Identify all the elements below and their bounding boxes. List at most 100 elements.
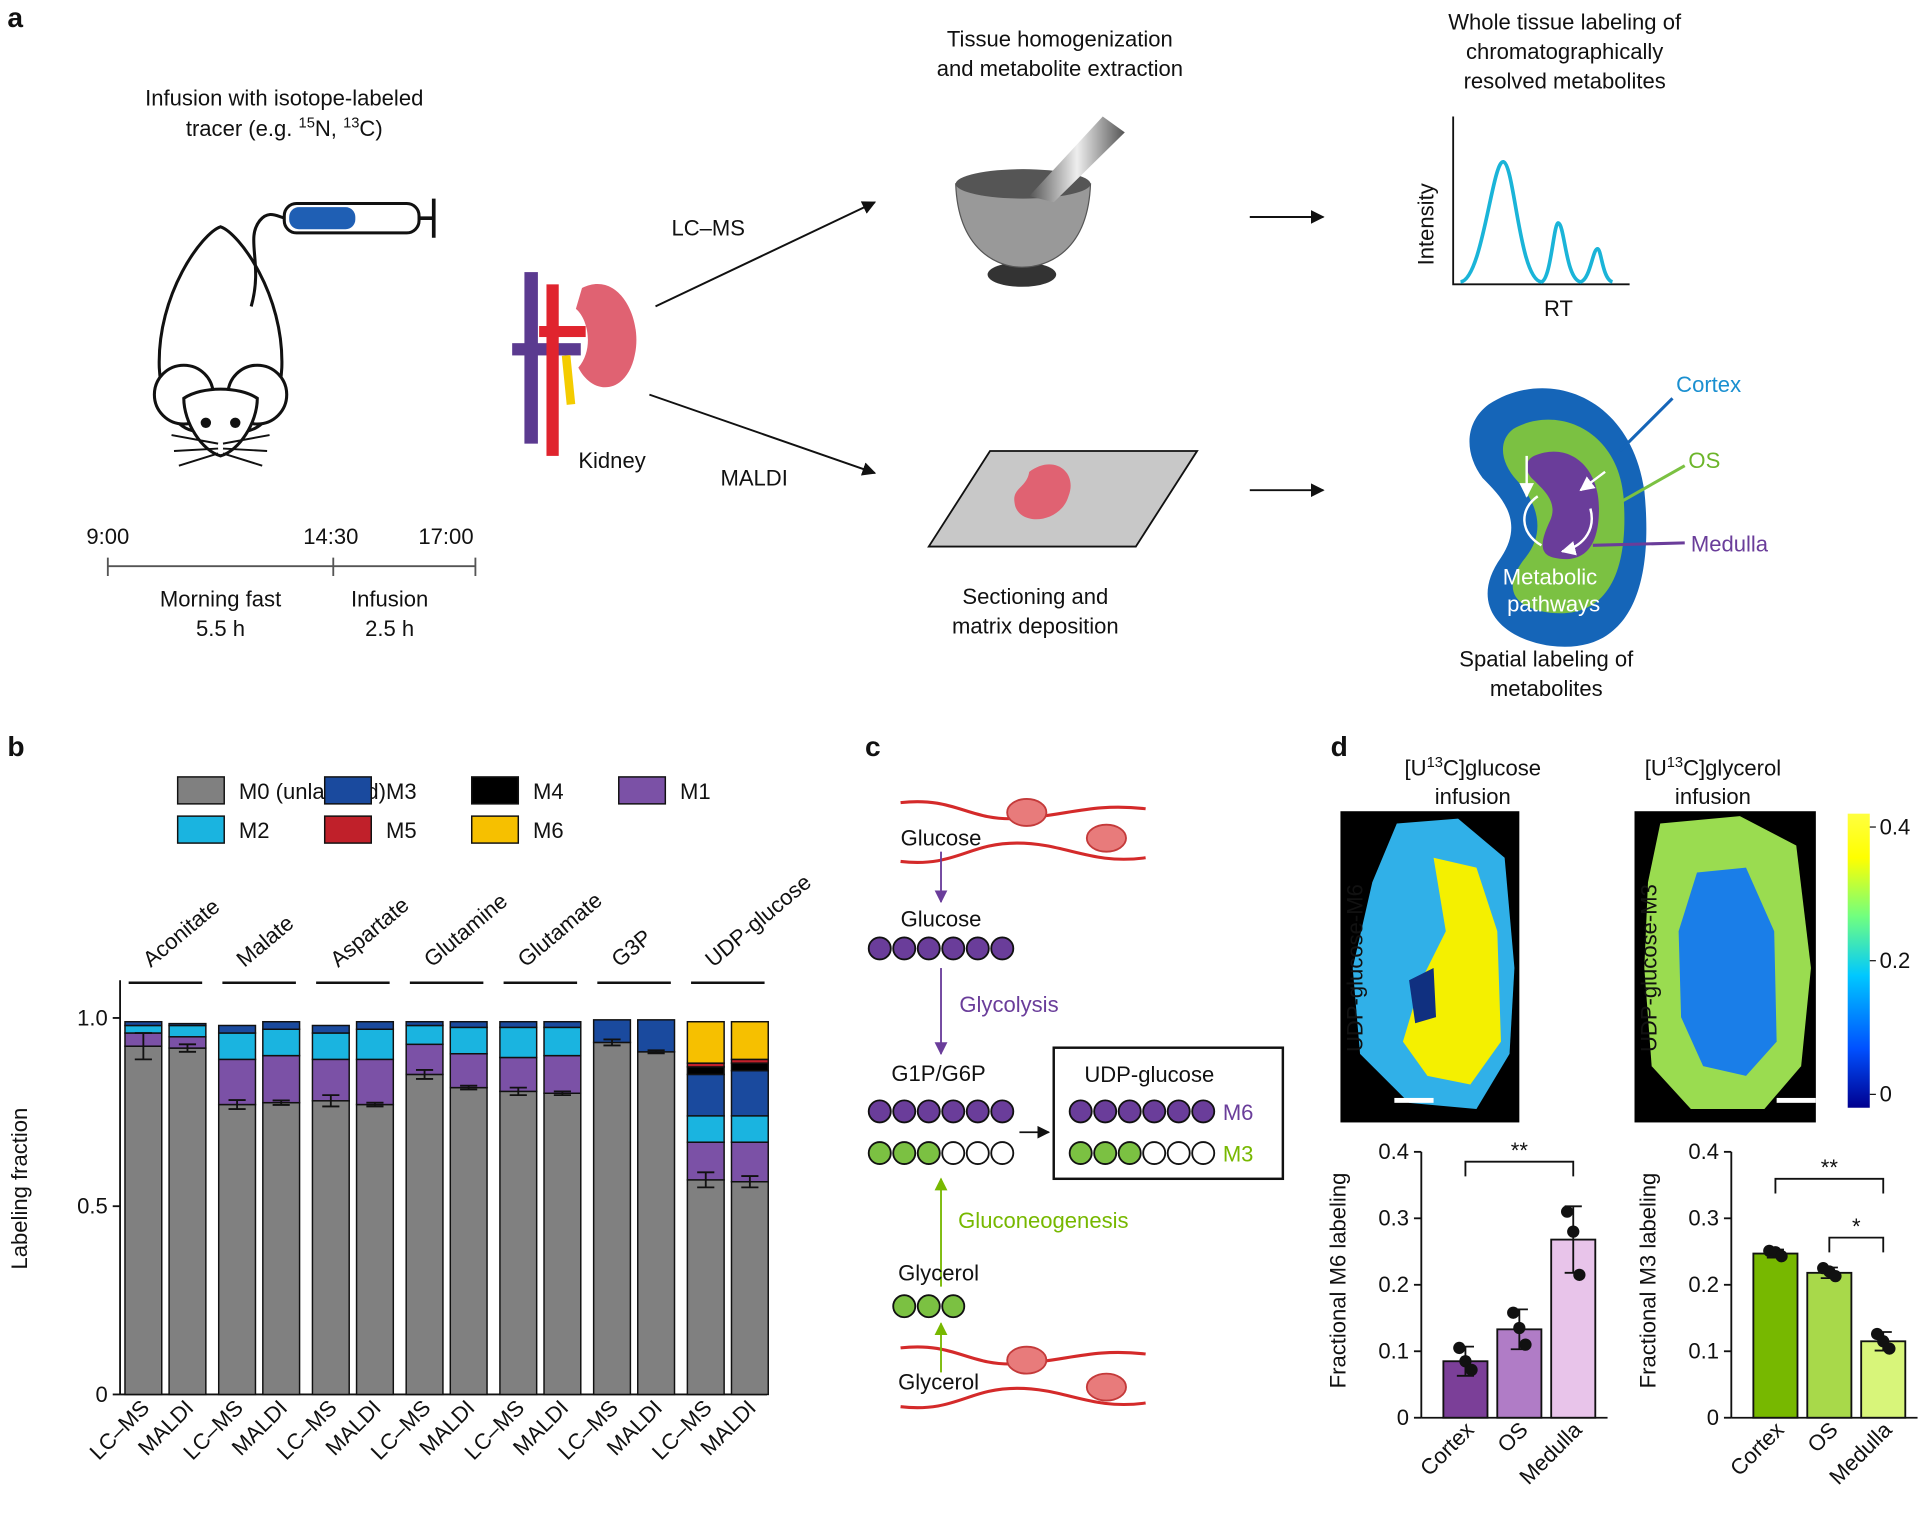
phase-label: 5.5 h	[196, 616, 245, 641]
text: C]glucose	[1443, 756, 1541, 781]
phase-label: 2.5 h	[365, 616, 414, 641]
vessel-illustration	[900, 798, 1146, 1410]
superscript: 13	[343, 116, 359, 132]
image-title: infusion	[1675, 784, 1751, 809]
superscript: 13	[1667, 755, 1683, 771]
x-tick-label: Cortex	[1415, 1417, 1479, 1481]
bar-segment	[405, 1024, 444, 1046]
legend-label: M4	[533, 779, 564, 804]
molecule-label: G1P/G6P	[891, 1061, 985, 1086]
error-bar	[460, 1084, 478, 1091]
bar-segment	[262, 1028, 301, 1057]
data-point	[1573, 1268, 1586, 1281]
bar-segment	[217, 1103, 257, 1396]
text: C]glycerol	[1683, 756, 1781, 781]
error-bar	[272, 1099, 290, 1106]
bar-segment	[449, 1020, 488, 1029]
legend-label: M3	[386, 779, 417, 804]
bar-segment	[637, 1051, 676, 1396]
step-label: Sectioning and	[962, 584, 1108, 609]
data-point	[1465, 1363, 1478, 1376]
data-point	[1507, 1306, 1520, 1319]
bar-segment	[262, 1020, 301, 1030]
isotopologue-label: M6	[1223, 1100, 1254, 1125]
bar-segment	[262, 1054, 301, 1104]
isotopologue-label: M3	[1223, 1142, 1254, 1167]
timeline	[106, 557, 477, 576]
significance-bracket	[1774, 1177, 1885, 1194]
branch-label: MALDI	[720, 465, 787, 490]
slide-illustration	[927, 450, 1199, 548]
bar-segment	[124, 1045, 163, 1396]
group-label: Aconitate	[138, 894, 224, 972]
legend-label: M5	[386, 818, 417, 843]
image-title: [U13C]glycerol	[1645, 755, 1781, 781]
text: N,	[315, 116, 343, 141]
panel-label: b	[7, 730, 24, 762]
data-point	[1519, 1338, 1532, 1351]
pathway-label: Glycolysis	[959, 992, 1058, 1017]
bar-segment	[168, 1024, 207, 1038]
y-tick-label: 0.1	[1378, 1339, 1409, 1364]
bar-segment	[449, 1086, 488, 1396]
bar-segment	[543, 1026, 582, 1057]
bar-segment	[217, 1024, 257, 1034]
bar-segment	[262, 1101, 301, 1396]
data-point	[1453, 1341, 1466, 1355]
error-bar	[553, 1090, 571, 1097]
colorbar-tick-label: 0.4	[1880, 814, 1911, 839]
time-label: 17:00	[418, 524, 473, 549]
data-point	[1567, 1225, 1580, 1238]
bar-segment	[449, 1026, 488, 1055]
text: [U	[1405, 756, 1427, 781]
step-label: and metabolite extraction	[937, 56, 1183, 81]
step-label: matrix deposition	[952, 614, 1119, 639]
legend-swatch	[470, 776, 520, 805]
scale-bar	[1776, 1097, 1816, 1103]
scale-bar	[1394, 1097, 1434, 1103]
text: [U	[1645, 756, 1667, 781]
bar-segment	[730, 1180, 769, 1396]
bar-segment	[499, 1026, 538, 1059]
text: C)	[359, 116, 382, 141]
legend-swatch	[176, 815, 225, 844]
panel-label: a	[7, 1, 23, 33]
bar-segment	[686, 1020, 725, 1064]
legend-swatch	[176, 776, 225, 805]
data-point	[1513, 1321, 1526, 1335]
x-tick-label: OS	[1802, 1417, 1842, 1457]
bar-segment	[355, 1020, 395, 1030]
molecule-illustration	[867, 851, 1285, 1373]
significance-bracket	[1828, 1236, 1885, 1253]
molecule-label: Glycerol	[898, 1261, 979, 1286]
region-label: Medulla	[1691, 531, 1769, 556]
result-label: Whole tissue labeling of	[1448, 9, 1682, 34]
bar-segment	[311, 1100, 350, 1396]
error-bar	[366, 1101, 384, 1108]
y-tick-label: 0.3	[1688, 1206, 1719, 1231]
arrows	[649, 201, 1325, 498]
molecule-label: Glucose	[901, 906, 982, 931]
bar-segment	[311, 1032, 350, 1061]
data-point	[1459, 1355, 1472, 1368]
legend-label: M6	[533, 818, 564, 843]
superscript: 15	[299, 116, 315, 132]
group-label: G3P	[607, 924, 657, 972]
step-label: Tissue homogenization	[947, 27, 1173, 52]
error-bar	[228, 1099, 246, 1110]
axis-label: RT	[1544, 296, 1573, 321]
data-point	[1883, 1342, 1896, 1355]
x-tick-label: OS	[1492, 1417, 1532, 1457]
bar-segment	[637, 1019, 676, 1053]
bar-segment	[168, 1047, 207, 1396]
molecule-label: Glucose	[901, 826, 982, 851]
bar-segment	[592, 1041, 632, 1396]
maldi-image	[1340, 811, 1520, 1123]
bar	[1752, 1252, 1799, 1419]
error-bar	[603, 1038, 621, 1047]
y-axis-label: Fractional M6 labeling	[1325, 1173, 1350, 1389]
branch-label: LC–MS	[671, 215, 745, 240]
phase-label: Morning fast	[160, 587, 281, 612]
error-bar	[134, 1032, 152, 1061]
